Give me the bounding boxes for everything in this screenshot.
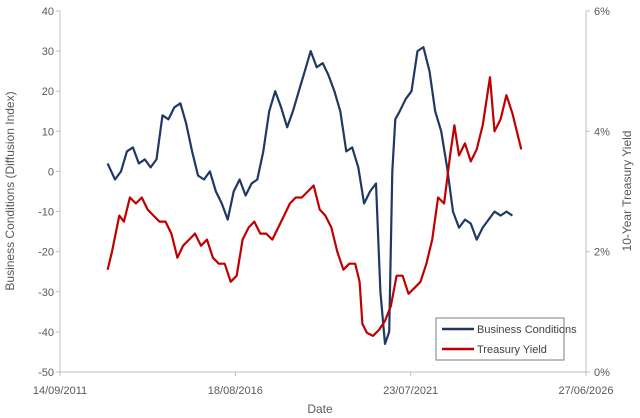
x-tick-label: 14/09/2011 bbox=[33, 385, 87, 397]
legend-label-business-conditions: Business Conditions bbox=[477, 324, 577, 336]
y-left-tick-label: -30 bbox=[38, 287, 54, 299]
y-axis-left-title: Business Conditions (Diffusion Index) bbox=[3, 91, 17, 290]
y-left-tick-label: -10 bbox=[38, 207, 54, 219]
legend-label-treasury-yield: Treasury Yield bbox=[477, 344, 547, 356]
axes bbox=[56, 10, 590, 376]
series-line-business-conditions bbox=[106, 46, 514, 345]
y-left-tick-label: 0 bbox=[48, 166, 54, 178]
tick-labels: 40 30 20 10 0 -10 -20 -30 -40 -50 6% 4% 2% 0% 14/09/20… bbox=[33, 6, 614, 397]
y-left-tick-label: -40 bbox=[38, 327, 54, 339]
y-left-tick-label: -20 bbox=[38, 247, 54, 259]
y-left-tick-label: 20 bbox=[42, 86, 54, 98]
y-right-tick-label: 2% bbox=[594, 247, 610, 259]
y-left-tick-label: -50 bbox=[38, 367, 54, 379]
y-right-tick-label: 0% bbox=[594, 367, 610, 379]
x-tick-label: 23/07/2021 bbox=[383, 385, 438, 397]
legend-box bbox=[435, 317, 565, 361]
x-tick-label: 27/06/2026 bbox=[558, 385, 613, 397]
y-left-tick-label: 10 bbox=[42, 126, 54, 138]
series-lines bbox=[106, 46, 523, 345]
y-right-tick-label: 4% bbox=[594, 126, 610, 138]
y-right-tick-label: 6% bbox=[594, 6, 610, 18]
y-axis-right-title: 10-Year Treasury Yield bbox=[620, 131, 634, 252]
x-axis-title: Date bbox=[307, 402, 333, 416]
y-left-tick-label: 30 bbox=[42, 46, 54, 58]
legend: Business Conditions Treasury Yield bbox=[435, 317, 577, 361]
series-line-treasury-yield bbox=[106, 76, 523, 337]
y-left-tick-label: 40 bbox=[42, 6, 54, 18]
x-tick-label: 18/08/2016 bbox=[208, 385, 263, 397]
